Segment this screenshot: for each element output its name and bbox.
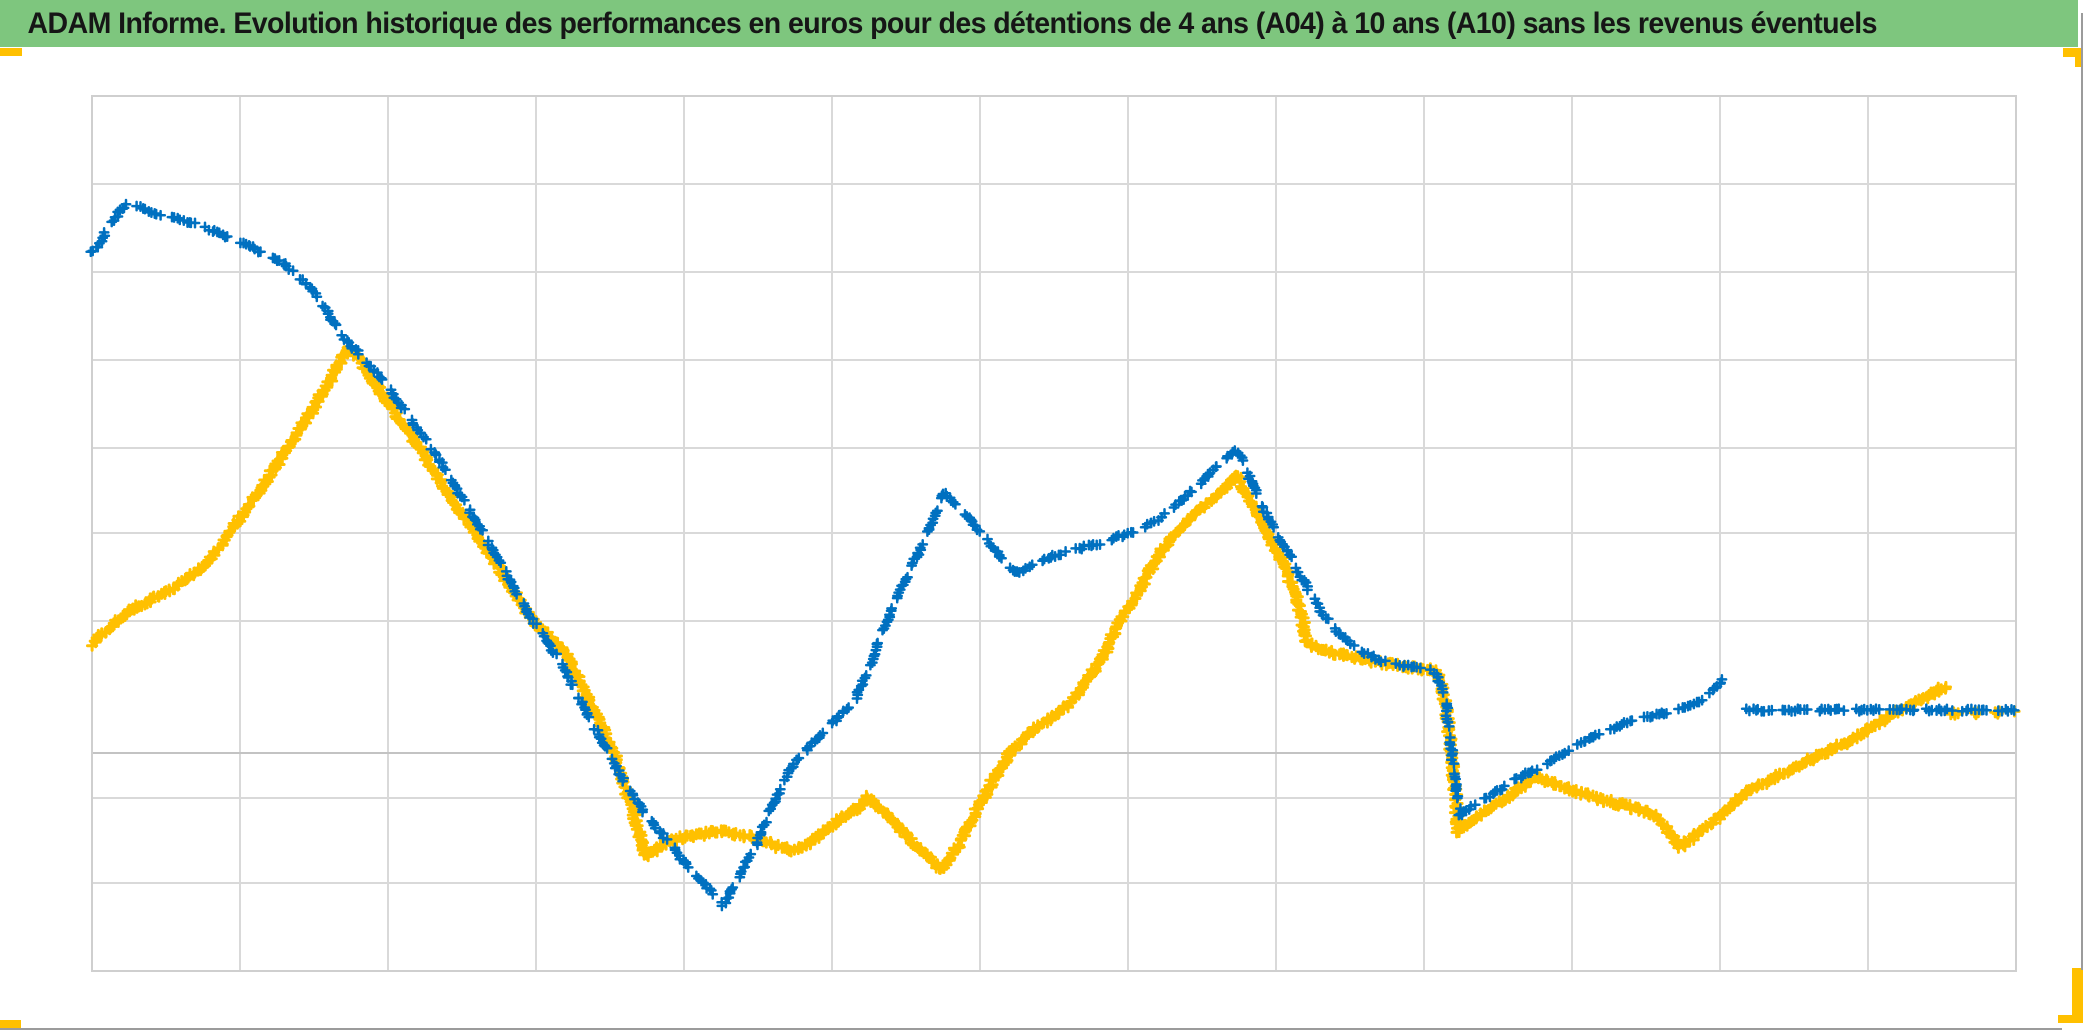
yellow-border-corner-top-right-tail bbox=[2075, 48, 2083, 67]
yellow-border-corner-bottom-right bbox=[2072, 968, 2083, 1023]
series-underlay bbox=[90, 343, 1949, 873]
title-bar: ADAM Informe. Evolution historique des p… bbox=[0, 0, 2078, 47]
gridlines bbox=[91, 95, 2017, 972]
yellow-border-corner-bottom-right-foot bbox=[2058, 1015, 2083, 1023]
yellow-border-corner-bottom-left bbox=[0, 1020, 21, 1030]
window-right-edge bbox=[2081, 13, 2083, 970]
yellow-border-corner-top-left bbox=[0, 48, 22, 56]
series-markers-gold-line-plus-markers bbox=[86, 340, 2021, 875]
series-gold-line-plus-markers bbox=[86, 340, 2021, 875]
yellow-border-corner-top-right bbox=[2063, 48, 2083, 57]
series-markers-blue-plus-markers bbox=[85, 198, 2020, 912]
chart-title: ADAM Informe. Evolution historique des p… bbox=[27, 7, 1878, 40]
plot-border bbox=[91, 95, 2017, 972]
window-bottom-edge bbox=[0, 1028, 2062, 1030]
series-blue-plus-markers bbox=[85, 198, 2020, 912]
